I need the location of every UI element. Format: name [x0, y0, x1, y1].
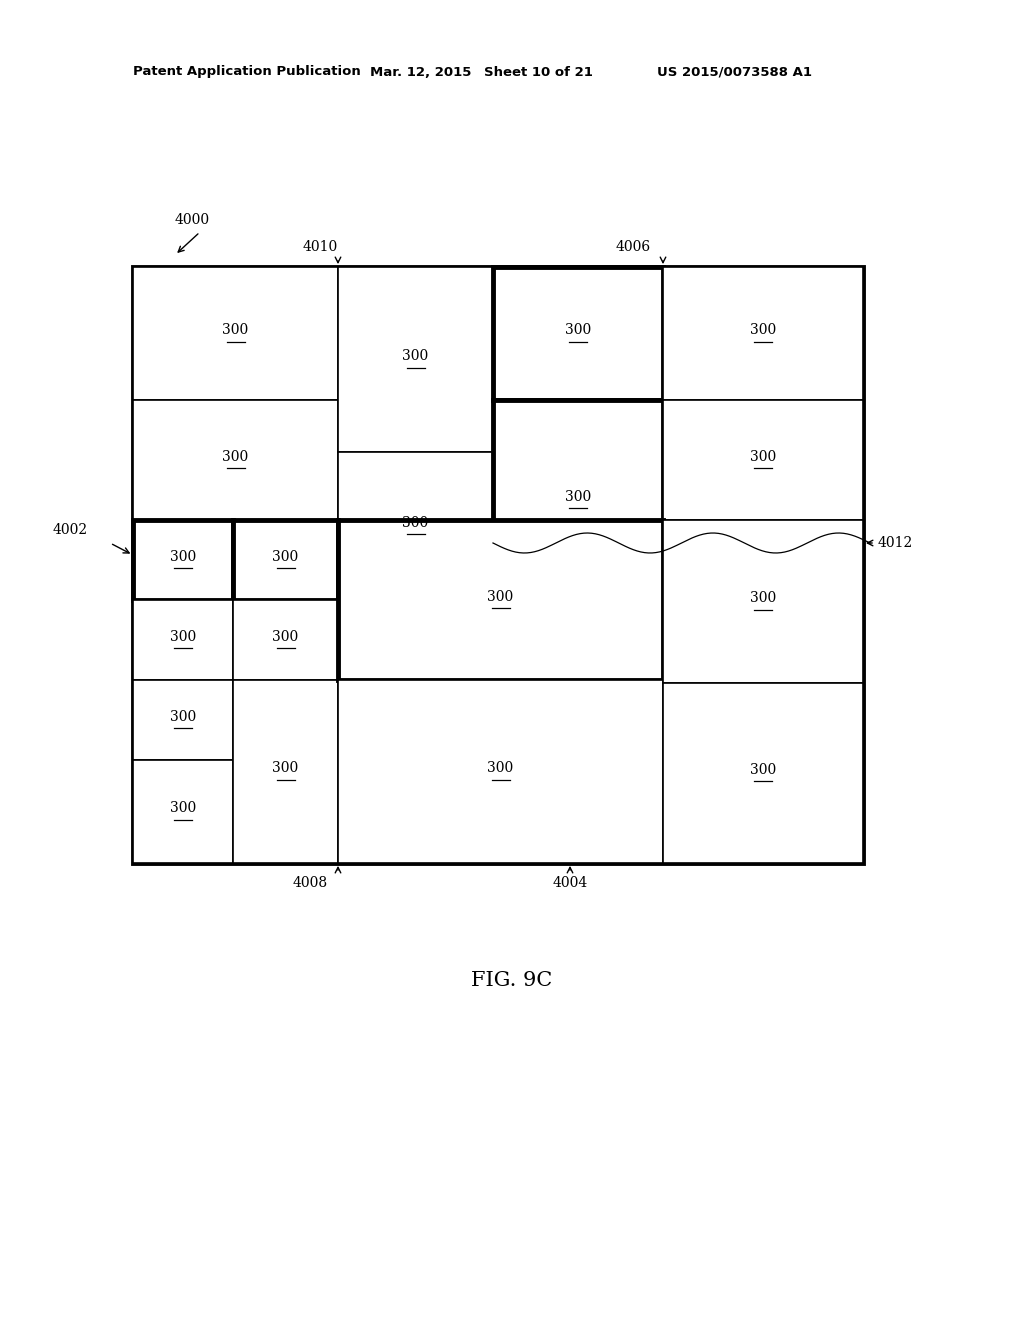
Bar	[663, 520, 863, 682]
Text: 300: 300	[170, 630, 197, 644]
Text: FIG. 9C: FIG. 9C	[471, 970, 553, 990]
Text: 300: 300	[487, 762, 514, 776]
Text: 300: 300	[487, 590, 514, 605]
Text: US 2015/0073588 A1: US 2015/0073588 A1	[657, 66, 812, 78]
Text: Patent Application Publication: Patent Application Publication	[133, 66, 360, 78]
Text: 300: 300	[565, 490, 591, 504]
Bar	[663, 400, 863, 520]
Bar	[133, 400, 338, 520]
Text: 300: 300	[272, 550, 299, 564]
Text: 300: 300	[170, 550, 197, 564]
Text: 300: 300	[750, 763, 776, 777]
Text: 4002: 4002	[53, 523, 88, 537]
Bar	[663, 682, 863, 863]
Bar	[133, 267, 863, 863]
Text: 4004: 4004	[552, 876, 588, 890]
Text: 300: 300	[170, 710, 197, 723]
Bar	[493, 400, 663, 601]
Text: Mar. 12, 2015: Mar. 12, 2015	[370, 66, 471, 78]
Text: 4006: 4006	[615, 240, 650, 253]
Text: 4012: 4012	[878, 536, 913, 550]
Bar	[133, 760, 233, 863]
Bar	[338, 680, 663, 863]
Bar	[133, 680, 233, 760]
Bar	[338, 267, 493, 451]
Bar	[233, 680, 338, 863]
Bar	[133, 267, 338, 400]
Bar	[133, 520, 233, 601]
Text: 300: 300	[565, 323, 591, 338]
Text: 4010: 4010	[302, 240, 338, 253]
Text: 300: 300	[222, 323, 249, 338]
Bar	[663, 267, 863, 400]
Text: 300: 300	[272, 762, 299, 776]
Text: 300: 300	[750, 450, 776, 465]
Bar	[233, 601, 338, 680]
Bar	[133, 601, 233, 680]
Text: 300: 300	[222, 450, 249, 465]
Text: 300: 300	[750, 591, 776, 606]
Text: 300: 300	[750, 323, 776, 338]
Text: 4000: 4000	[175, 213, 210, 227]
Text: 300: 300	[170, 801, 197, 816]
Bar	[338, 520, 663, 680]
Bar	[338, 451, 493, 601]
Text: 300: 300	[272, 630, 299, 644]
Text: 300: 300	[402, 350, 429, 363]
Text: 300: 300	[402, 516, 429, 531]
Text: 4008: 4008	[293, 876, 328, 890]
Bar	[493, 267, 663, 400]
Bar	[233, 520, 338, 601]
Text: Sheet 10 of 21: Sheet 10 of 21	[484, 66, 593, 78]
